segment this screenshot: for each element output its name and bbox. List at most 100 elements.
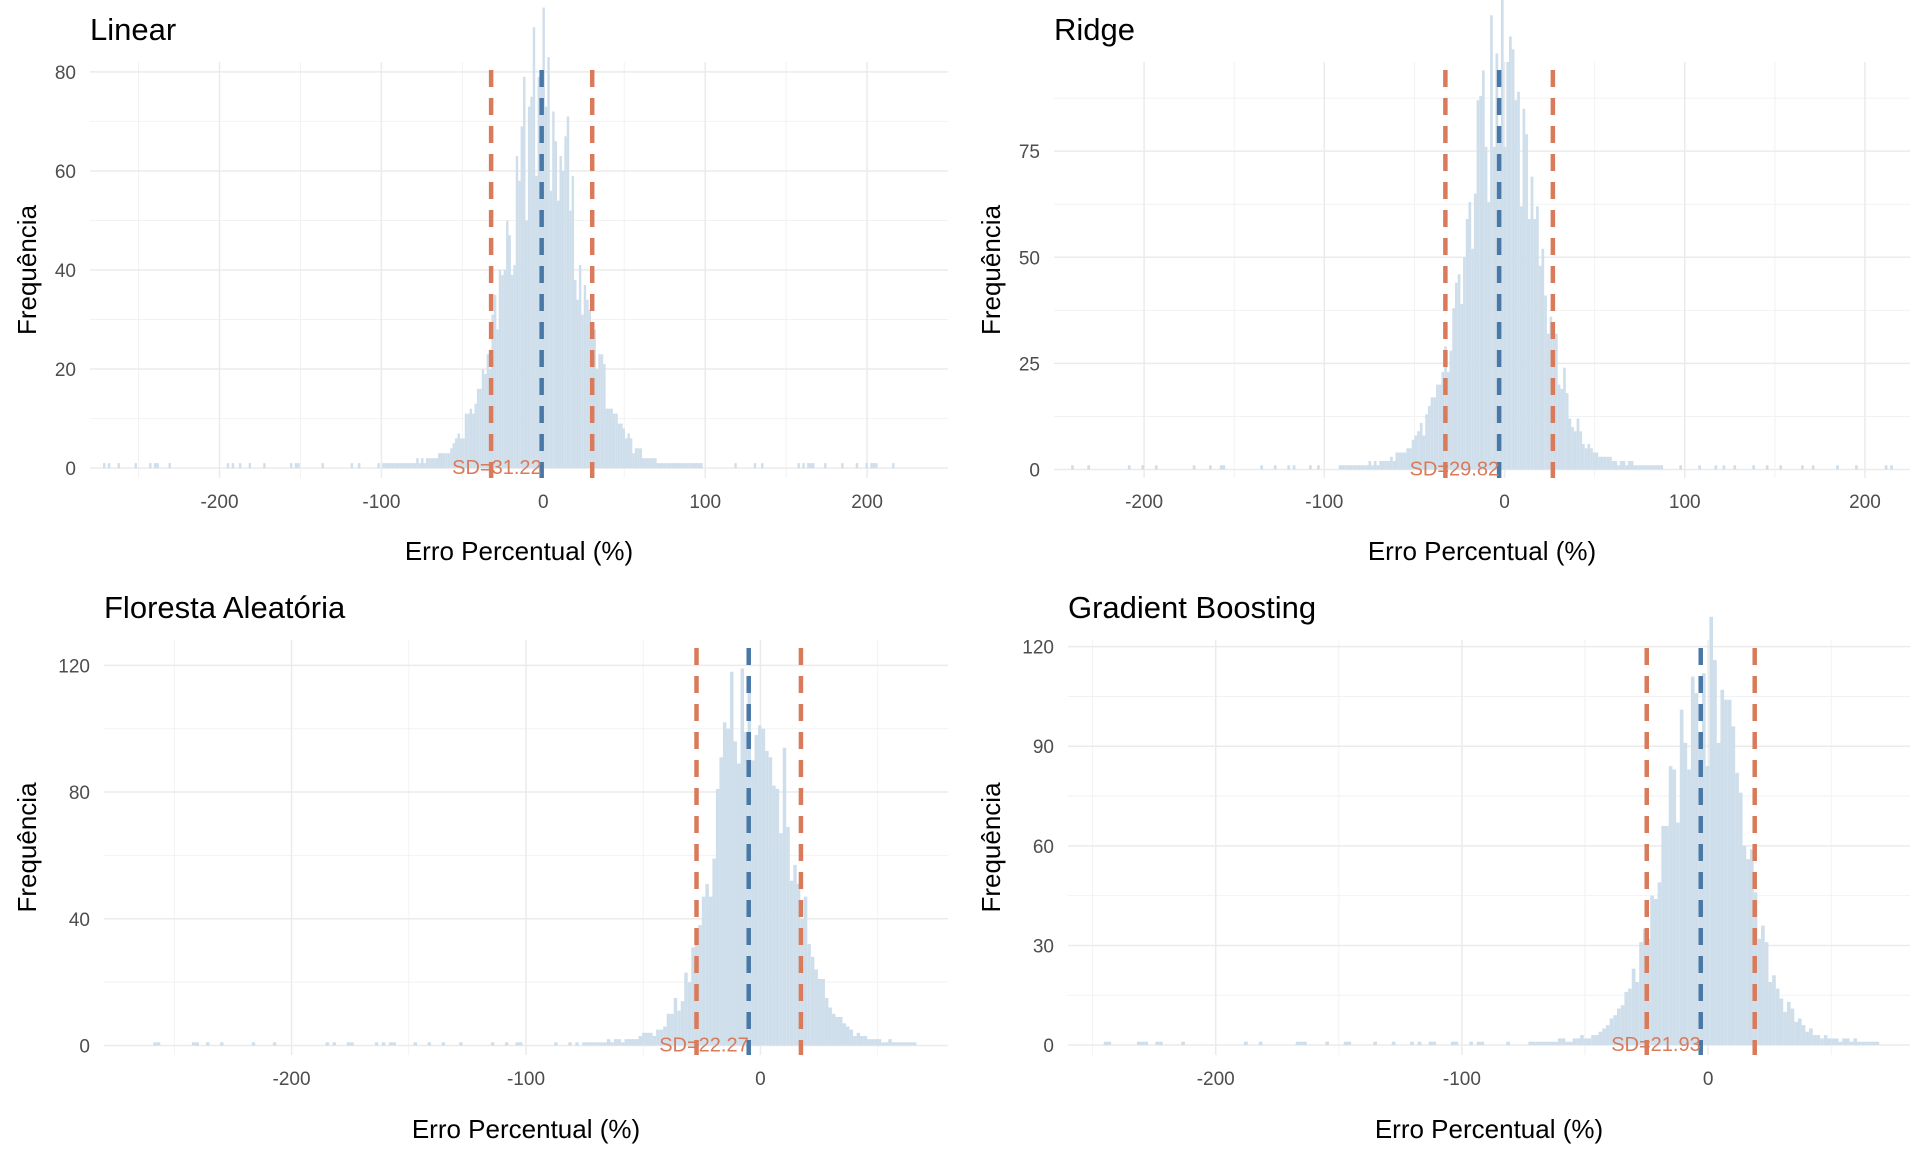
histogram-bar bbox=[1727, 699, 1732, 1046]
histogram-bar bbox=[786, 826, 790, 1046]
histogram-bar bbox=[782, 747, 787, 1046]
histogram-bar bbox=[1652, 465, 1656, 470]
histogram-bar bbox=[1530, 176, 1534, 470]
histogram-bar bbox=[874, 1039, 878, 1046]
histogram-bar bbox=[656, 463, 660, 469]
y-tick-label: 40 bbox=[55, 261, 76, 282]
histogram-bar bbox=[807, 944, 811, 1046]
histogram-bar bbox=[1560, 388, 1564, 470]
histogram-bar bbox=[1222, 465, 1226, 470]
sd-label: SD=22.27 bbox=[659, 1034, 749, 1056]
histogram-bar bbox=[620, 1042, 625, 1046]
histogram-bar bbox=[1687, 769, 1691, 1046]
panel-title: Gradient Boosting bbox=[1068, 590, 1316, 625]
y-tick-label: 20 bbox=[55, 360, 76, 381]
histogram-bar bbox=[719, 757, 723, 1046]
x-tick-label: -100 bbox=[1443, 1069, 1481, 1090]
histogram-bar bbox=[1557, 384, 1561, 470]
histogram-bar bbox=[1425, 414, 1428, 470]
histogram-bar bbox=[638, 1035, 643, 1046]
histogram-bar bbox=[1347, 1041, 1352, 1046]
y-tick-label: 0 bbox=[79, 1036, 90, 1057]
histogram-bar bbox=[1731, 726, 1736, 1046]
histogram-bar bbox=[1609, 456, 1612, 470]
histogram-bar bbox=[1406, 448, 1410, 470]
histogram-bar bbox=[1565, 1041, 1570, 1046]
y-tick-label: 25 bbox=[1019, 354, 1040, 375]
histogram-bar bbox=[503, 270, 507, 469]
histogram-bar bbox=[824, 463, 827, 469]
histogram-bar bbox=[418, 463, 422, 469]
histogram-bar bbox=[427, 1042, 432, 1046]
histogram-bar bbox=[1649, 465, 1653, 470]
histogram-bar bbox=[1650, 895, 1654, 1046]
histogram-bar bbox=[1583, 1038, 1588, 1046]
histogram-bar bbox=[1376, 465, 1380, 470]
histogram-bar bbox=[591, 329, 594, 469]
histogram-bar bbox=[1258, 1041, 1263, 1046]
histogram-bar bbox=[325, 1042, 330, 1046]
histogram-bar bbox=[1365, 465, 1369, 470]
y-tick-label: 0 bbox=[65, 459, 76, 480]
histogram-bar bbox=[1392, 461, 1396, 470]
histogram-bar bbox=[733, 741, 737, 1046]
histogram-bar bbox=[493, 294, 497, 469]
histogram-bar bbox=[263, 463, 266, 469]
histogram-bar bbox=[486, 354, 490, 469]
histogram-bar bbox=[1635, 981, 1640, 1046]
histogram-bar bbox=[1836, 465, 1839, 470]
histogram-bar bbox=[441, 1042, 446, 1046]
histogram-bar bbox=[425, 458, 429, 469]
histogram-bar bbox=[712, 858, 716, 1046]
histogram-bar bbox=[688, 463, 691, 469]
histogram-bar bbox=[695, 463, 698, 469]
histogram-bar bbox=[408, 463, 412, 469]
histogram-bar bbox=[600, 354, 604, 469]
histogram-bar bbox=[1823, 1035, 1828, 1046]
histogram-bar bbox=[544, 106, 548, 469]
histogram-bar bbox=[220, 1042, 224, 1046]
histogram-bar bbox=[413, 1042, 417, 1046]
histogram-bar bbox=[1779, 998, 1784, 1046]
y-tick-label: 60 bbox=[1033, 837, 1054, 858]
histogram-bar bbox=[678, 463, 681, 469]
histogram-bar bbox=[842, 1023, 847, 1046]
sd-label: SD=21.93 bbox=[1611, 1034, 1701, 1056]
histogram-bar bbox=[1422, 435, 1426, 470]
histogram-bar bbox=[1303, 1041, 1307, 1046]
histogram-bar bbox=[510, 274, 514, 469]
histogram-bar bbox=[518, 180, 521, 469]
histogram-bar bbox=[574, 279, 577, 469]
histogram-bar bbox=[525, 220, 528, 469]
histogram-bar bbox=[666, 463, 669, 469]
histogram-bar bbox=[156, 463, 159, 469]
x-tick-label: -200 bbox=[1197, 1069, 1235, 1090]
histogram-bar bbox=[1136, 1041, 1141, 1046]
histogram-bar bbox=[670, 1013, 674, 1046]
histogram-bar bbox=[404, 463, 407, 469]
histogram-bar bbox=[168, 463, 171, 469]
histogram-bar bbox=[860, 1035, 864, 1046]
histogram-bar bbox=[803, 896, 808, 1046]
x-tick-label: 0 bbox=[1703, 1069, 1714, 1090]
histogram-bar bbox=[603, 1042, 607, 1046]
histogram-bar bbox=[1613, 1015, 1618, 1046]
histogram-bar bbox=[1469, 1041, 1473, 1046]
histogram-bar bbox=[1509, 36, 1512, 470]
histogram-bar bbox=[1752, 465, 1756, 470]
histogram-bar bbox=[205, 1042, 210, 1046]
histogram-bar bbox=[1384, 461, 1388, 470]
histogram-bar bbox=[1484, 146, 1488, 470]
histogram-bar bbox=[1554, 1041, 1558, 1046]
histogram-bar bbox=[272, 1042, 277, 1046]
histogram-bar bbox=[814, 969, 818, 1046]
histogram-bar bbox=[676, 463, 679, 469]
histogram-bar bbox=[1395, 452, 1399, 470]
y-tick-label: 0 bbox=[1043, 1036, 1054, 1057]
histogram-bar bbox=[1638, 465, 1642, 470]
histogram-bar bbox=[581, 314, 584, 469]
histogram-bar bbox=[753, 463, 757, 469]
histogram-bar bbox=[226, 463, 230, 469]
